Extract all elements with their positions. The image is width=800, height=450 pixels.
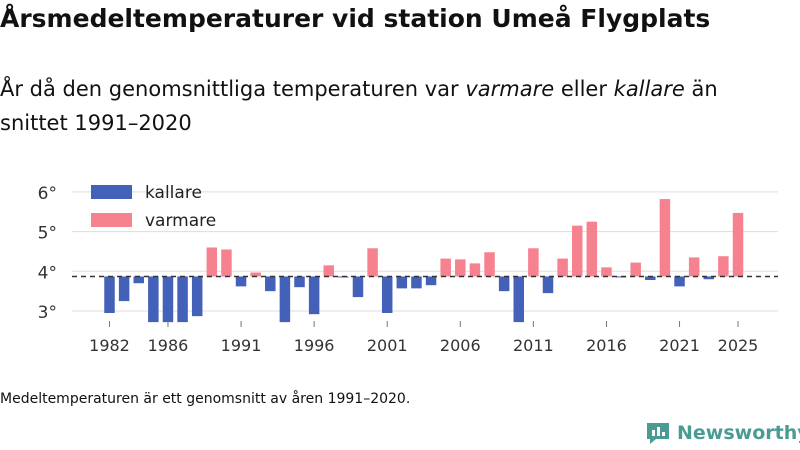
bar-colder — [177, 276, 188, 323]
bar-colder — [645, 276, 656, 281]
subtitle-part-2: eller — [554, 77, 614, 101]
bar-warmer — [571, 225, 583, 277]
bar-colder — [425, 276, 437, 286]
subtitle-part-1: År då den genomsnittliga temperaturen va… — [0, 77, 466, 101]
bar-colder — [191, 276, 203, 317]
bar-warmer — [688, 257, 700, 277]
bar-warmer — [250, 272, 261, 277]
brand-name: Newsworthy — [677, 422, 800, 444]
bar-colder — [104, 276, 115, 313]
x-tick-label: 2016 — [586, 336, 627, 355]
bar-colder — [265, 276, 276, 292]
x-tick-label: 2021 — [659, 336, 700, 355]
bar-warmer — [630, 262, 641, 277]
bar-warmer — [601, 267, 612, 277]
subtitle-part-3: än snittet 1991–2020 — [0, 77, 718, 135]
bar-colder — [162, 276, 174, 323]
newsworthy-logo-icon — [647, 423, 669, 444]
bar-warmer — [206, 247, 218, 277]
bar-warmer — [323, 265, 334, 277]
bar-warmer — [469, 263, 481, 277]
bar-colder — [498, 276, 510, 292]
legend-label-colder: kallare — [145, 183, 202, 203]
x-tick-label: 2011 — [513, 336, 554, 355]
x-tick-label: 1991 — [221, 336, 262, 355]
y-tick-label: 6° — [38, 184, 57, 204]
bar-warmer — [557, 258, 568, 277]
bar-colder — [542, 276, 554, 294]
bar-colder — [513, 276, 525, 323]
x-tick-label: 1982 — [89, 336, 130, 355]
temperature-bar-chart: 3° 4° 5° 6° 1982 1986 1991 1996 2001 2006 2011 2016… — [38, 183, 778, 355]
bar-colder — [396, 276, 408, 289]
subtitle-cold-word: kallare — [613, 77, 685, 101]
bar-colder — [294, 276, 305, 288]
bar-colder — [381, 276, 393, 313]
y-tick-label: 5° — [38, 224, 57, 244]
bar-colder — [703, 276, 715, 280]
y-tick-label: 4° — [38, 263, 57, 283]
bar-colder — [411, 276, 422, 289]
legend-swatch-warmer — [91, 213, 132, 227]
bar-colder — [279, 276, 291, 323]
bar-colder — [235, 276, 247, 287]
footnote: Medeltemperaturen är ett genomsnitt av å… — [0, 391, 411, 407]
bar-colder — [148, 276, 159, 323]
x-tick-label: 2025 — [718, 336, 759, 355]
y-tick-label: 3° — [38, 303, 57, 323]
chart-title: Årsmedeltemperaturer vid station Umeå Fl… — [0, 4, 711, 33]
bar-warmer — [367, 248, 378, 277]
bar-warmer — [659, 199, 671, 277]
x-tick-label: 1986 — [148, 336, 189, 355]
bar-colder — [308, 276, 320, 315]
bar-warmer — [732, 212, 744, 277]
x-tick-label: 1996 — [294, 336, 335, 355]
brand-logo: Newsworthy — [645, 420, 800, 446]
bar-warmer — [528, 248, 539, 277]
bar-warmer — [718, 256, 729, 277]
legend-label-warmer: varmare — [145, 211, 216, 231]
x-tick-label: 2001 — [367, 336, 408, 355]
bar-colder — [133, 276, 144, 284]
bar-warmer — [484, 252, 495, 277]
bar-warmer — [455, 259, 466, 277]
x-tick-label: 2006 — [440, 336, 481, 355]
bar-colder — [118, 276, 130, 302]
bar-warmer — [586, 221, 598, 277]
legend-swatch-colder — [91, 185, 132, 199]
bar-warmer — [440, 258, 451, 277]
bar-colder — [674, 276, 685, 287]
bar-warmer — [221, 249, 232, 277]
subtitle-warm-word: varmare — [465, 77, 555, 101]
bar-colder — [352, 276, 364, 298]
chart-subtitle: År då den genomsnittliga temperaturen va… — [0, 72, 790, 140]
